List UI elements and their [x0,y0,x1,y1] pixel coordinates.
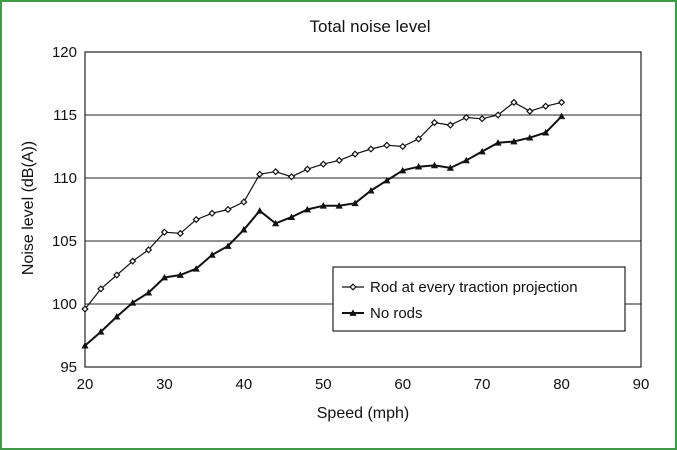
data-point-diamond [208,209,216,217]
data-series [81,98,566,349]
data-point-diamond [192,215,200,224]
data-point-diamond [160,228,169,236]
data-point-triangle [81,341,89,349]
data-point-triangle [319,202,327,209]
data-point-diamond [319,160,327,168]
data-point-diamond [129,257,137,265]
data-point-diamond [144,246,153,254]
y-tick-label: 95 [60,359,77,376]
data-point-triangle [349,309,357,316]
data-point-diamond [399,142,407,151]
data-point-triangle [224,242,232,249]
data-point-diamond [271,168,280,176]
legend: Rod at every traction projection No rods [332,266,626,332]
legend-box [332,266,626,332]
data-point-diamond [557,98,566,107]
data-point-triangle [542,129,550,136]
y-tick-label: 105 [52,233,77,250]
data-point-diamond [414,135,423,143]
legend-entry: No rods [342,305,423,322]
data-point-triangle [462,156,470,164]
data-point-diamond [510,98,518,107]
data-point-diamond [176,229,184,238]
data-point-triangle [494,139,502,146]
legend-label: No rods [370,305,423,322]
data-point-triangle [97,328,105,335]
data-point-diamond [256,170,264,178]
x-tick-label: 40 [236,376,253,393]
chart-title: Total noise level [310,17,431,36]
data-point-diamond [446,121,455,129]
data-point-diamond [81,305,89,313]
data-point-diamond [478,115,486,123]
legend-label: Rod at every traction projection [370,279,578,296]
data-point-diamond [335,156,343,165]
data-point-triangle [287,213,296,220]
data-point-triangle [367,187,375,194]
y-tick-label: 110 [53,170,77,187]
data-point-triangle [430,161,439,169]
data-point-diamond [430,118,439,127]
series-2 [81,112,566,349]
data-point-diamond [367,145,375,153]
x-tick-label: 50 [315,376,332,393]
data-point-diamond [542,102,550,110]
x-tick-label: 70 [474,376,491,393]
legend-entry: Rod at every traction projection [342,279,578,296]
data-point-triangle [557,112,566,120]
data-point-triangle [415,163,423,170]
axis-ticks: 95 100 105 110 115 120 20 30 40 50 60 70 80 90 [52,44,649,393]
data-point-triangle [351,199,359,207]
data-point-triangle [383,176,391,184]
data-point-triangle [446,164,454,171]
y-tick-label: 100 [52,296,77,313]
plot-area [84,51,642,368]
data-point-diamond [351,150,359,158]
series-1 [81,98,566,313]
data-point-diamond [383,141,391,149]
x-tick-label: 60 [394,376,411,393]
data-point-triangle [144,289,153,296]
data-point-triangle [256,207,264,214]
x-axis-label: Speed (mph) [317,405,410,422]
data-point-triangle [208,251,216,258]
data-point-triangle [399,166,407,174]
data-point-triangle [113,313,121,320]
data-point-triangle [192,265,200,272]
x-tick-label: 80 [553,376,570,393]
data-point-triangle [526,134,534,141]
data-point-diamond [303,165,312,173]
data-point-triangle [240,226,248,233]
data-point-diamond [287,173,296,181]
data-point-diamond [526,107,534,115]
x-tick-label: 90 [633,376,650,393]
x-tick-label: 20 [77,376,94,393]
data-point-triangle [129,299,137,306]
y-tick-label: 115 [53,107,77,124]
data-point-triangle [478,147,486,155]
data-point-diamond [224,205,232,214]
data-point-diamond [349,283,357,291]
data-point-diamond [113,271,121,279]
data-point-diamond [240,198,248,206]
y-axis-label: Noise level (dB(A)) [20,141,37,275]
data-point-triangle [272,219,280,227]
data-point-triangle [303,205,311,213]
x-tick-label: 30 [156,376,173,393]
data-point-diamond [97,285,105,293]
data-point-triangle [176,271,184,278]
data-point-diamond [462,113,470,122]
data-point-triangle [335,202,343,209]
data-point-triangle [160,273,169,281]
data-point-diamond [494,111,502,119]
data-point-triangle [510,137,518,145]
y-tick-label: 120 [52,44,77,61]
